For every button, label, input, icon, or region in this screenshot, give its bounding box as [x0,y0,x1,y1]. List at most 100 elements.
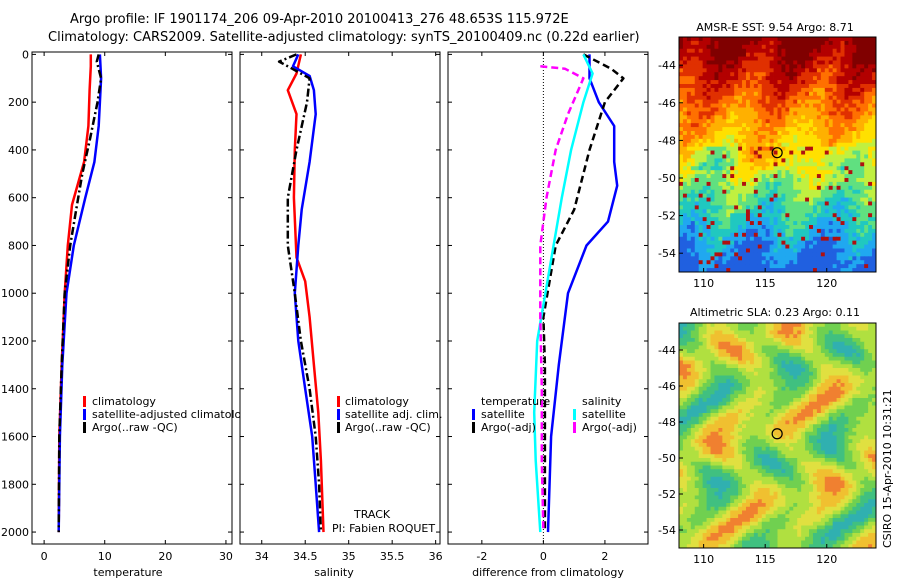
heatmap-cell [801,131,806,136]
heatmap-cell [730,431,735,436]
heatmap-cell [856,371,861,376]
heatmap-cell [789,197,794,202]
heatmap-cell [872,166,877,171]
heatmap-cell [852,323,857,328]
heatmap-cell [864,181,869,187]
heatmap-cell [694,103,700,108]
heatmap-cell [781,394,786,399]
heatmap-cell [868,205,873,210]
heatmap-cell [722,123,727,128]
heatmap-cell [852,446,857,451]
heatmap-cell [793,323,798,328]
heatmap-cell [686,91,692,97]
heatmap-cell [816,193,822,198]
heatmap-cell [785,221,790,226]
heatmap-cell [844,91,849,97]
heatmap-cell [734,185,739,191]
heatmap-cell [812,360,818,365]
heatmap-cell [706,87,711,93]
heatmap-cell [761,115,767,120]
heatmap-cell [749,394,755,399]
heatmap-cell [860,162,865,167]
heatmap-cell [797,252,802,257]
heatmap-cell [848,446,853,451]
heatmap-cell [753,398,759,403]
heatmap-cell [828,386,834,391]
heatmap-cell [698,44,704,50]
heatmap-cell [777,356,782,361]
legend-header-salinity: salinity [582,395,622,408]
heatmap-cell [698,72,704,77]
heatmap-cell [832,439,837,444]
heatmap-cell [848,244,853,249]
heatmap-cell [722,431,727,436]
heatmap-cell [789,40,794,46]
heatmap-cell [801,450,806,455]
heatmap-cell [856,338,861,343]
heatmap-cell [828,142,834,148]
heatmap-cell [848,150,853,155]
heatmap-cell [761,64,767,69]
heatmap-cell [824,356,830,361]
heatmap-cell [781,371,786,376]
heatmap-cell [852,209,857,214]
heatmap-cell [679,178,684,183]
heatmap-cell [812,446,818,451]
heatmap-cell [726,68,731,73]
heatmap-cell [789,386,794,391]
heatmap-cell [773,330,778,335]
heatmap-cell [860,326,865,331]
heatmap-cell [686,323,692,328]
heatmap-cell [852,107,857,112]
heatmap-cell [797,240,802,245]
heatmap-cell [682,123,688,128]
heatmap-cell [682,413,688,418]
heatmap-cell [722,146,727,151]
heatmap-cell [749,221,755,226]
heatmap-cell [797,213,802,218]
heatmap-cell [868,383,873,388]
heatmap-cell [816,174,822,179]
heatmap-cell [694,40,700,46]
heatmap-cell [749,256,755,261]
heatmap-cell [872,386,877,391]
heatmap-cell [694,162,700,167]
heatmap-cell [860,209,865,214]
heatmap-cell [742,99,747,104]
heatmap-cell [828,37,834,42]
heatmap-cell [812,252,818,257]
heatmap-cell [749,443,755,448]
heatmap-cell [864,383,869,388]
heatmap-cell [789,123,794,128]
heatmap-cell [714,398,719,403]
heatmap-cell [805,138,810,144]
heatmap-cell [745,209,751,214]
heatmap-cell [824,76,830,81]
heatmap-cell [820,178,826,183]
heatmap-cell [812,72,818,77]
heatmap-cell [824,115,830,120]
heatmap-cell [809,162,814,167]
heatmap-cell [805,217,810,222]
heatmap-cell [793,119,798,124]
heatmap-cell [738,236,743,242]
heatmap-cell [722,360,727,365]
heatmap-cell [730,454,735,459]
heatmap-cell [872,371,877,376]
heatmap-cell [797,166,802,171]
heatmap-cell [773,48,778,54]
heatmap-cell [777,323,782,328]
heatmap-cell [785,260,790,265]
heatmap-cell [868,371,873,376]
heatmap-cell [797,353,802,358]
heatmap-cell [738,119,743,124]
heatmap-cell [714,439,719,444]
heatmap-cell [753,48,759,54]
heatmap-cell [840,142,845,148]
heatmap-cell [844,99,849,104]
heatmap-cell [828,232,834,238]
heatmap-cell [718,450,723,455]
heatmap-cell [816,435,822,440]
heatmap-cell [757,80,763,85]
heatmap-cell [698,244,704,249]
